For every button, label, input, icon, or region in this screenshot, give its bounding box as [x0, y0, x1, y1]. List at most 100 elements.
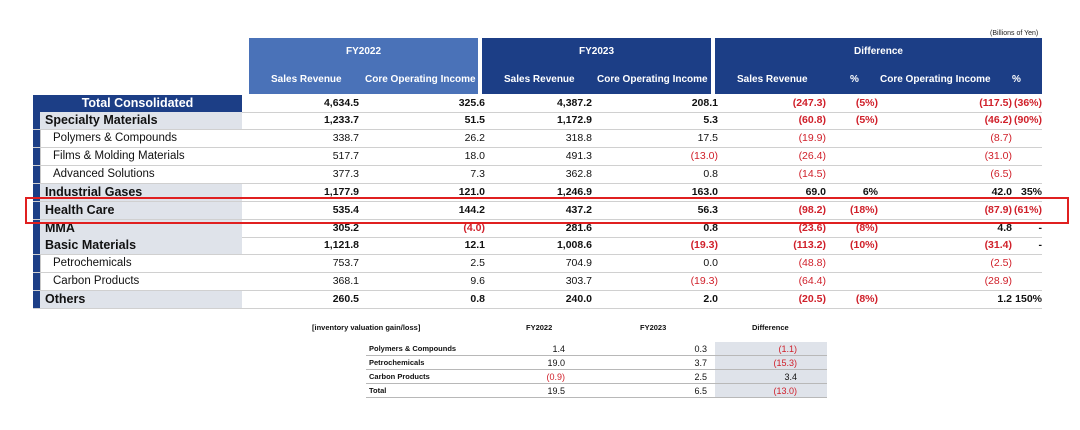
row-label: Carbon Products [33, 273, 242, 290]
table-cell: 753.7 [332, 257, 359, 269]
row-label: Petrochemicals [33, 255, 242, 272]
table-cell: 368.1 [332, 275, 359, 287]
row-indent-line [40, 273, 41, 290]
table-cell: 325.6 [458, 97, 485, 109]
inventory-col-fy2022: FY2022 [526, 323, 553, 332]
table-cell: (20.5) [798, 293, 826, 305]
difference-shade [715, 356, 827, 369]
table-cell: 260.5 [332, 293, 359, 305]
table-cell: 305.2 [332, 222, 359, 234]
table-cell: (87.9) [984, 204, 1012, 216]
table-cell: (10%) [849, 239, 878, 251]
table-cell: 1.2 [997, 293, 1012, 305]
row-marker [33, 273, 40, 290]
table-cell: 18.0 [464, 150, 485, 162]
table-cell: (90%) [1013, 114, 1042, 126]
table-cell: 121.0 [458, 186, 485, 198]
row-label-text: Total Consolidated [81, 96, 194, 110]
row-label: Advanced Solutions [33, 166, 242, 183]
table-cell: (64.4) [798, 275, 826, 287]
inventory-cell: 19.5 [547, 386, 565, 396]
inventory-row: Petrochemicals 19.0 3.7 (15.3) [366, 356, 827, 370]
table-cell: (8%) [855, 222, 878, 234]
table-cell: (98.2) [798, 204, 826, 216]
table-cell: (2.5) [990, 257, 1012, 269]
table-cell: 208.1 [691, 97, 718, 109]
table-cell: (28.9) [984, 275, 1012, 287]
table-cell: 35% [1020, 186, 1042, 198]
table-cell: 1,121.8 [323, 239, 359, 251]
row-label-text: MMA [45, 221, 75, 235]
table-cell: 144.2 [458, 204, 485, 216]
inventory-title: [inventory valuation gain/loss] [312, 323, 421, 332]
table-cell: (13.0) [690, 150, 718, 162]
header-fy2023-sales: Sales Revenue [504, 74, 575, 85]
table-cell: 17.5 [697, 132, 718, 144]
table-cell: (19.3) [690, 239, 718, 251]
table-cell: (23.6) [798, 222, 826, 234]
table-cell: 0.0 [703, 257, 718, 269]
table-cell: (113.2) [793, 239, 826, 251]
table-cell: 150% [1015, 293, 1042, 305]
table-cell: 362.8 [565, 168, 592, 180]
inventory-cell: (13.0) [773, 386, 797, 396]
table-cell: 491.3 [565, 150, 592, 162]
row-marker [33, 184, 40, 201]
table-cell: 338.7 [332, 132, 359, 144]
row-label-text: Films & Molding Materials [53, 150, 185, 162]
table-cell: 0.8 [470, 293, 485, 305]
difference-shade [715, 370, 827, 383]
table-cell: (6.5) [990, 168, 1012, 180]
row-marker [33, 291, 40, 308]
inventory-row: Total 19.5 6.5 (13.0) [366, 384, 827, 398]
header-diff-sales: Sales Revenue [737, 74, 808, 85]
row-marker [33, 220, 40, 237]
row-label-text: Others [45, 292, 86, 306]
table-cell: 5.3 [703, 114, 718, 126]
table-cell: 240.0 [565, 293, 592, 305]
table-row: Polymers & Compounds 338.7 26.2 318.8 17.5 (1… [33, 130, 1042, 148]
table-cell: 56.3 [697, 204, 718, 216]
row-marker [33, 255, 40, 272]
inventory-cell: (15.3) [773, 358, 797, 368]
inventory-cell: 1.4 [552, 344, 565, 354]
row-label-text: Carbon Products [53, 275, 140, 287]
row-label: Films & Molding Materials [33, 148, 242, 165]
table-cell: 303.7 [565, 275, 592, 287]
table-cell: (4.0) [463, 222, 485, 234]
table-row: Basic Materials 1,121.8 12.1 1,008.6 (19.3) (… [33, 237, 1042, 255]
row-marker [33, 148, 40, 165]
header-fy2022: FY2022 Sales Revenue Core Operating Inco… [249, 38, 478, 94]
table-cell: (31.0) [984, 150, 1012, 162]
table-cell: (26.4) [798, 150, 826, 162]
header-diff-core: Core Operating Income [880, 74, 991, 85]
header-diff-core-pct: % [1012, 74, 1021, 85]
table-cell: 2.5 [470, 257, 485, 269]
row-indent-line [40, 166, 41, 183]
row-label: Basic Materials [33, 237, 242, 254]
table-cell: (48.8) [798, 257, 826, 269]
difference-shade [715, 342, 827, 355]
row-indent-line [40, 255, 41, 272]
header-fy2022-title: FY2022 [345, 46, 382, 57]
table-cell: (19.9) [798, 132, 826, 144]
table-cell: (60.8) [798, 114, 826, 126]
row-label-text: Specialty Materials [45, 113, 158, 127]
row-label: Health Care [33, 202, 242, 219]
row-indent-line [40, 148, 41, 165]
inventory-cell: 0.3 [694, 344, 707, 354]
inventory-cell: (0.9) [546, 372, 565, 382]
table-row: Petrochemicals 753.7 2.5 704.9 0.0 (48.8) (2.5… [33, 255, 1042, 273]
table-cell: 26.2 [464, 132, 485, 144]
table-cell: (31.4) [984, 239, 1012, 251]
inventory-row-label: Polymers & Compounds [369, 344, 457, 353]
table-cell: (14.5) [798, 168, 826, 180]
table-cell: 7.3 [470, 168, 485, 180]
table-cell: 1,233.7 [323, 114, 359, 126]
inventory-cell: 3.7 [694, 358, 707, 368]
table-cell: 1,177.9 [323, 186, 359, 198]
row-label: MMA [33, 220, 242, 237]
header-fy2023: FY2023 Sales Revenue Core Operating Inco… [482, 38, 711, 94]
row-label-text: Basic Materials [45, 238, 137, 252]
header-difference: Difference Sales Revenue % Core Operatin… [715, 38, 1042, 94]
